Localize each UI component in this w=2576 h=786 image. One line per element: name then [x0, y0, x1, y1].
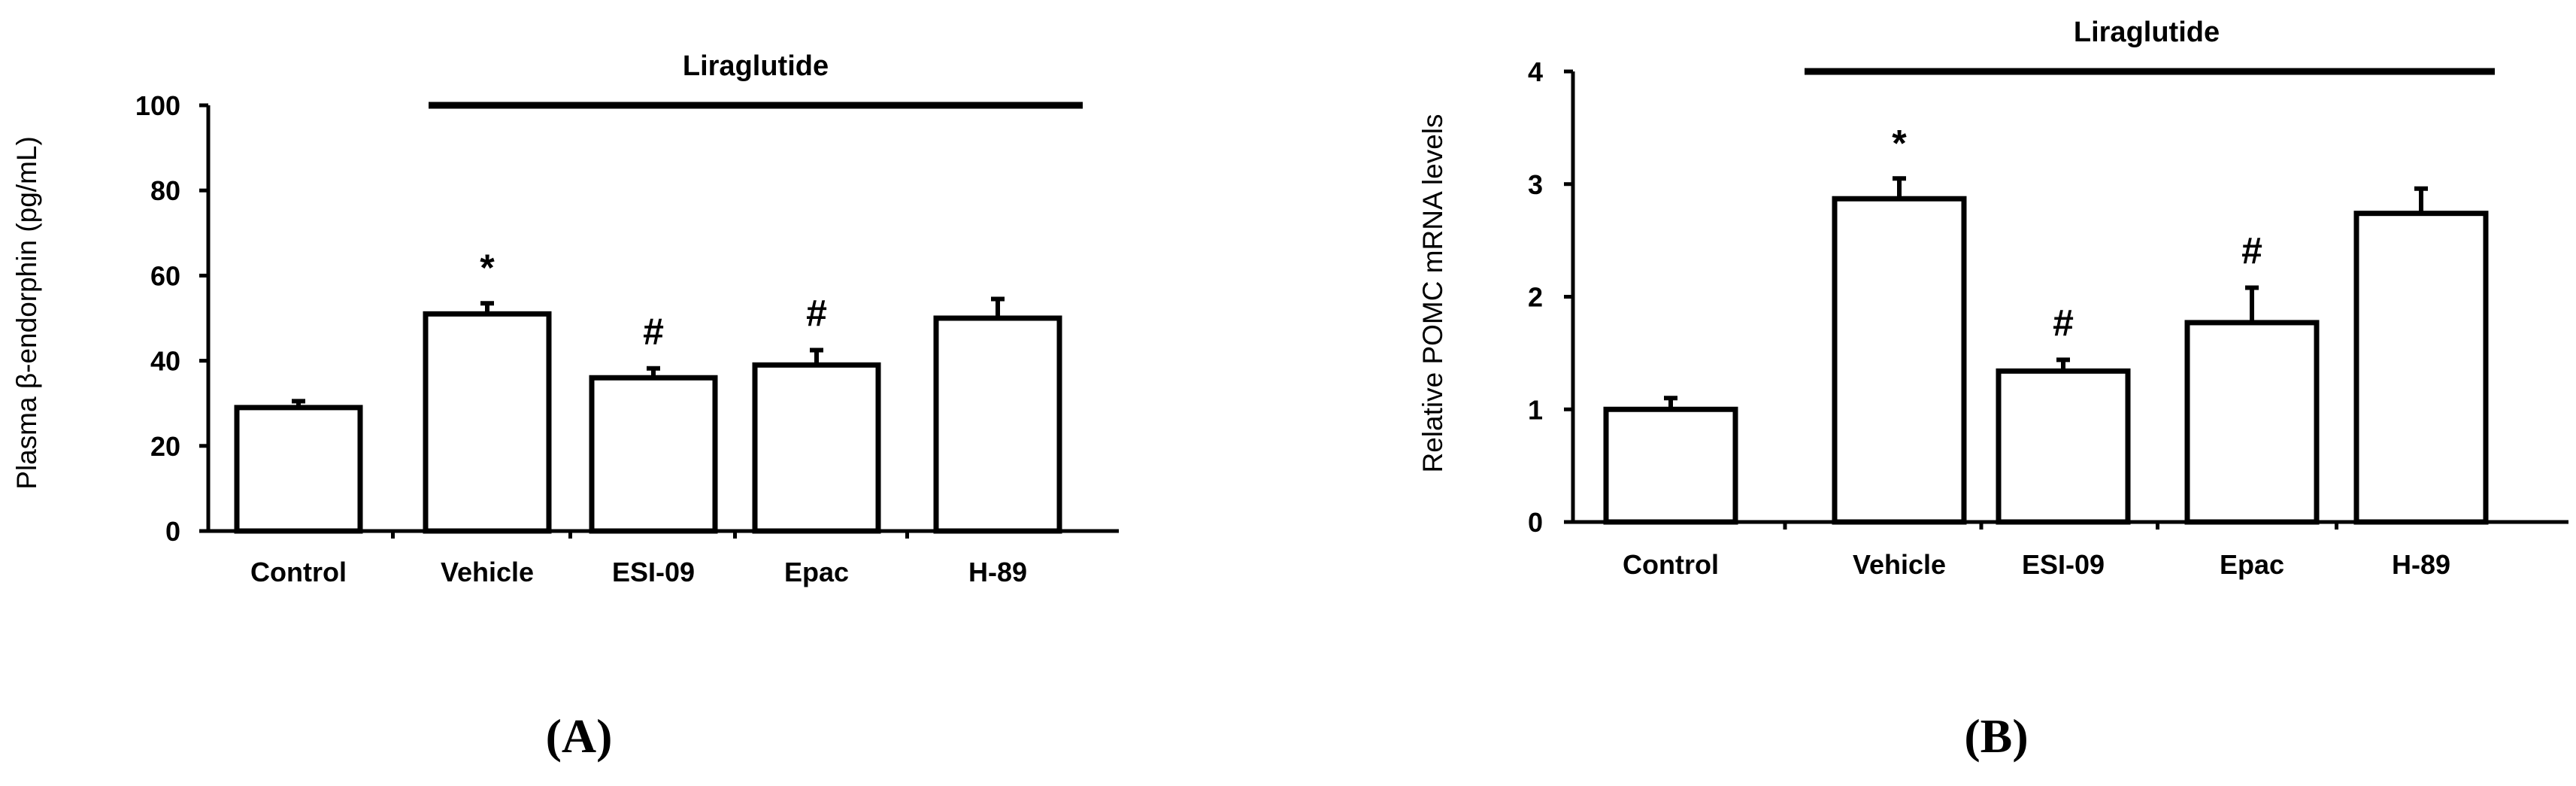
y-tick-label: 100 [135, 90, 180, 121]
y-tick-label: 3 [1528, 169, 1543, 200]
y-tick-label: 40 [150, 346, 180, 377]
category-label: Control [250, 557, 347, 587]
bar [1996, 368, 2131, 525]
bar [423, 311, 552, 534]
panel-label-b: (B) [1964, 709, 2028, 763]
category-labels: Control Vehicle ESI-09 Epac H-89 [250, 531, 1027, 587]
bar [1832, 196, 1967, 525]
bar [589, 375, 718, 534]
chart-panel-a: Plasma β-endorphin (pg/mL) 020406080100 … [11, 50, 1119, 763]
y-tick-label: 4 [1528, 56, 1543, 87]
y-tick-label: 80 [150, 175, 180, 206]
panel-label-a: (A) [546, 709, 613, 763]
category-label: H-89 [2392, 549, 2450, 580]
category-label: Epac [2220, 549, 2284, 580]
bar [234, 405, 363, 534]
y-axis-title: Plasma β-endorphin (pg/mL) [11, 136, 42, 490]
category-label: Control [1623, 549, 1719, 580]
y-axis-title: Relative POMC mRNA levels [1417, 114, 1448, 472]
y-tick-label: 60 [150, 260, 180, 291]
category-label: H-89 [968, 557, 1027, 587]
category-labels: Control Vehicle ESI-09 Epac H-89 [1623, 522, 2450, 580]
liraglutide-label: Liraglutide [2074, 17, 2220, 48]
y-tick-label: 20 [150, 431, 180, 462]
significance-hash: # [2053, 302, 2074, 344]
bars: * # # [234, 247, 1062, 534]
bar [752, 362, 881, 534]
significance-hash: # [806, 292, 827, 334]
y-tick-label: 0 [1528, 507, 1543, 538]
y-tick-label: 2 [1528, 282, 1543, 313]
y-ticks: 0 20 40 60 80 100 [135, 90, 208, 547]
bar [2353, 211, 2489, 525]
y-tick-label: 1 [1528, 394, 1543, 425]
bar [1603, 406, 1738, 525]
liraglutide-label: Liraglutide [683, 50, 829, 82]
category-label: ESI-09 [2022, 549, 2105, 580]
bar [933, 315, 1062, 534]
significance-hash: # [2241, 230, 2262, 272]
bar [2184, 320, 2320, 525]
category-label: ESI-09 [612, 557, 695, 587]
y-ticks: 0 1 2 3 4 [1528, 56, 1573, 538]
significance-asterisk: * [480, 247, 495, 289]
category-label: Vehicle [1853, 549, 1946, 580]
significance-hash: # [643, 311, 664, 353]
category-label: Epac [784, 557, 849, 587]
y-tick-label: 0 [165, 516, 180, 547]
chart-panel-b: Relative POMC mRNA levels 0 1 2 3 4 * # # Cont… [1417, 17, 2568, 763]
bars: * # # [1603, 122, 2489, 525]
category-label: Vehicle [441, 557, 534, 587]
significance-asterisk: * [1892, 122, 1907, 164]
